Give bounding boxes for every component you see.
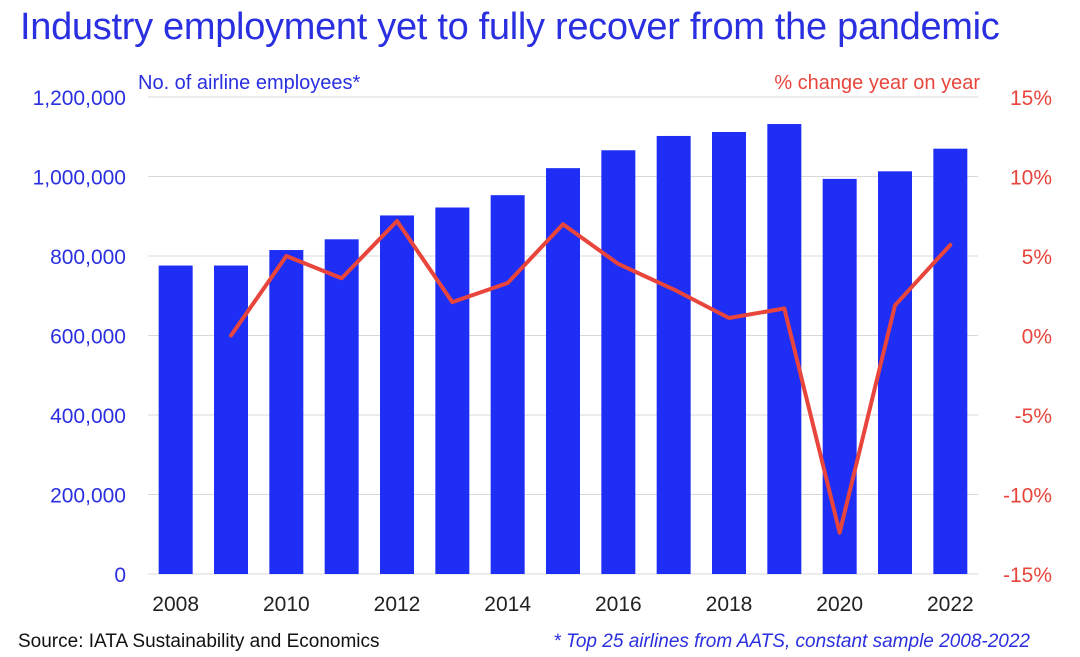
right-axis-tick-label: 15% (1010, 87, 1052, 110)
source-note: Source: IATA Sustainability and Economic… (18, 631, 380, 652)
bar-2014 (490, 195, 525, 574)
bar-2018 (712, 131, 746, 575)
bar-2011 (324, 239, 359, 574)
right-axis-tick-label: -5% (1015, 405, 1052, 428)
right-axis-tick-label: -10% (1003, 485, 1052, 508)
bar-series (158, 124, 968, 575)
x-axis-tick-label: 2012 (374, 593, 421, 616)
bar-2008 (158, 265, 193, 574)
bar-2016 (601, 150, 636, 574)
right-axis-label: % change year on year (774, 72, 980, 94)
pct-change-point-2015 (562, 223, 564, 225)
right-axis-tick-label: 0% (1022, 326, 1052, 349)
x-axis-tick-label: 2016 (595, 593, 642, 616)
bar-2010 (269, 250, 304, 574)
pct-change-point-2009 (230, 335, 232, 336)
x-axis-tick-label: 2020 (816, 593, 863, 616)
left-axis-tick-label: 600,000 (50, 326, 126, 349)
right-axis-tick-label: 5% (1022, 246, 1052, 269)
bar-2020 (822, 178, 857, 574)
pct-change-point-2021 (894, 304, 896, 306)
bar-2012 (380, 215, 414, 574)
bar-2022 (933, 148, 968, 575)
pct-change-point-2013 (451, 301, 453, 303)
x-axis-tick-label: 2018 (706, 593, 753, 616)
pct-change-line (229, 219, 953, 535)
left-axis-tick-label: 1,000,000 (33, 167, 126, 190)
left-axis-ticks: 0 200,000 400,000 600,000 800,000 1,000,000 1,… (33, 87, 126, 587)
right-axis-tick-label: -15% (1003, 564, 1052, 587)
x-axis-tick-label: 2014 (484, 593, 531, 616)
left-axis-tick-label: 400,000 (50, 405, 126, 428)
pct-change-point-2017 (673, 288, 675, 290)
left-axis-tick-label: 0 (114, 564, 126, 587)
left-axis-tick-label: 1,200,000 (33, 87, 126, 110)
pct-change-point-2018 (728, 317, 730, 319)
x-axis-tick-label: 2010 (263, 593, 310, 616)
chart-title: Industry employment yet to fully recover… (20, 6, 1000, 48)
pct-change-point-2012 (396, 220, 398, 222)
x-axis-ticks: 2008 2010 2012 2014 2016 2018 2020 2022 (152, 593, 973, 616)
right-axis-ticks: -15% -10% -5% 0% 5% 10% 15% (1003, 87, 1052, 587)
footnote: * Top 25 airlines from AATS, constant sa… (553, 631, 1030, 652)
x-axis-tick-label: 2022 (927, 593, 974, 616)
right-axis-tick-label: 10% (1010, 167, 1052, 190)
pct-change-point-2016 (617, 263, 619, 265)
left-axis-tick-label: 800,000 (50, 246, 126, 269)
bar-2021 (878, 171, 912, 574)
bar-2015 (546, 168, 580, 574)
left-axis-label: No. of airline employees* (138, 72, 361, 94)
pct-change-point-2019 (783, 307, 785, 309)
bar-2013 (435, 207, 470, 574)
pct-change-point-2011 (341, 277, 343, 279)
pct-change-point-2020 (839, 532, 841, 534)
x-axis-tick-label: 2008 (152, 593, 199, 616)
pct-change-point-2014 (507, 282, 509, 284)
line-series (229, 219, 953, 535)
pct-change-point-2022 (949, 244, 951, 246)
bar-2017 (656, 135, 691, 574)
left-axis-tick-label: 200,000 (50, 485, 126, 508)
bar-2009 (214, 265, 248, 574)
pct-change-point-2010 (285, 255, 287, 257)
